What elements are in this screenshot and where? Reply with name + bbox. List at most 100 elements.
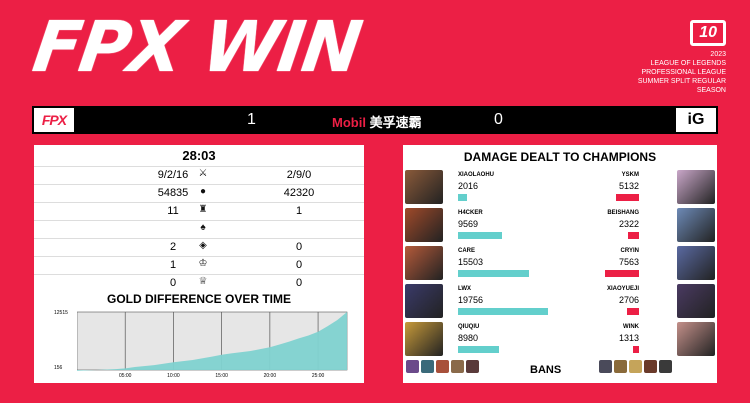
stat-row: 54835 ● 42320 (34, 184, 364, 202)
champion-portrait-right (677, 322, 715, 356)
tower-icon: ♜ (198, 204, 208, 215)
x-tick-label: 15:00 (215, 373, 228, 378)
damage-bar-right (615, 194, 639, 201)
ban-champion-left (436, 360, 449, 373)
player-name: XIAOYUEJI (606, 286, 639, 292)
champion-portrait-left (405, 246, 443, 280)
champion-portrait-left (405, 284, 443, 318)
damage-bar-left (458, 194, 468, 201)
match-stats-panel: 28:03 9/2/16 ⚔ 2/9/0 54835 ● 42320 11 ♜ 1 ♠ 2 ◈ 0 1 ♔ 0… (34, 145, 364, 383)
league-year: 2023 (710, 51, 726, 58)
ban-champion-left (466, 360, 479, 373)
fpx-logo: FPX (34, 108, 74, 132)
champion-portrait-right (677, 246, 715, 280)
damage-value: 5132 (618, 181, 639, 191)
player-name: LWX (458, 286, 471, 292)
bans-label: BANS (530, 364, 562, 376)
damage-value: 1313 (618, 333, 639, 343)
baron-icon: ♔ (198, 258, 208, 269)
league-logo: 10 (690, 20, 726, 46)
champion-portrait-right (677, 170, 715, 204)
scoreboard: FPX 1 Mobil 美孚速霸 0 iG (32, 106, 718, 134)
sword-icon: ⚔ (198, 168, 208, 179)
champion-portrait-right (677, 284, 715, 318)
damage-bar-right (628, 232, 639, 239)
ban-champion-left (406, 360, 419, 373)
damage-row: H4CKER 9569 BEISHANG 2322 (403, 208, 717, 244)
damage-bar-left (458, 232, 502, 239)
champion-portrait-right (677, 208, 715, 242)
damage-bar-left (458, 270, 529, 277)
stat-right-value: 2/9/0 (286, 169, 312, 181)
damage-value: 2706 (618, 295, 639, 305)
player-name: WINK (623, 324, 639, 330)
stat-right-value: 0 (295, 277, 303, 289)
player-name: XIAOLAOHU (458, 172, 494, 178)
stat-left-value: 2 (169, 241, 177, 253)
damage-row: CARE 15503 CRYIN 7563 (403, 246, 717, 282)
dragon-icon: ♠ (200, 222, 206, 233)
stat-right-value: 0 (295, 241, 303, 253)
ban-champion-right (614, 360, 627, 373)
league-brand: 10 2023 LEAGUE OF LEGENDS PROFESSIONAL L… (616, 20, 726, 95)
x-tick-label: 20:00 (264, 373, 277, 378)
damage-title: DAMAGE DEALT TO CHAMPIONS (463, 150, 657, 164)
y-tick-label: 156 (54, 365, 63, 371)
stat-left-value: 1 (169, 259, 177, 271)
damage-value: 7563 (618, 257, 639, 267)
sponsor-chinese: 美孚速霸 (369, 115, 422, 130)
damage-bar-right (626, 308, 639, 315)
player-name: H4CKER (458, 210, 483, 216)
player-name: YSKM (621, 172, 639, 178)
right-score: 0 (494, 111, 503, 128)
gold-diff-area (77, 312, 347, 371)
stat-row: 2 ◈ 0 (34, 238, 364, 256)
stat-row: 11 ♜ 1 (34, 202, 364, 220)
y-tick-label: 12515 (54, 310, 68, 316)
damage-value: 2016 (458, 181, 479, 191)
champion-portrait-left (405, 208, 443, 242)
stat-right-value: 0 (295, 259, 303, 271)
rift-herald-icon: ◈ (199, 240, 207, 251)
damage-value: 19756 (458, 295, 484, 305)
damage-row: LWX 19756 XIAOYUEJI 2706 (403, 284, 717, 320)
ban-champion-left (451, 360, 464, 373)
player-name: QIUQIU (458, 324, 480, 330)
league-info: 2023 LEAGUE OF LEGENDS PROFESSIONAL LEAG… (616, 50, 726, 95)
stat-left-value: 0 (169, 277, 177, 289)
damage-value: 8980 (458, 333, 479, 343)
player-name: CARE (458, 248, 476, 254)
stat-right-value: 42320 (283, 187, 315, 199)
x-tick-label: 05:00 (119, 373, 132, 378)
league-line-3: SUMMER SPLIT REGULAR SEASON (637, 78, 726, 94)
stat-left-value: 9/2/16 (157, 169, 189, 181)
damage-panel: DAMAGE DEALT TO CHAMPIONS XIAOLAOHU 2016 Y… (403, 145, 717, 383)
stat-row: ♠ (34, 220, 364, 238)
ban-champion-right (629, 360, 642, 373)
left-score: 1 (247, 111, 256, 128)
damage-bar-right (633, 346, 639, 353)
ban-champion-right (659, 360, 672, 373)
stat-row: 1 ♔ 0 (34, 256, 364, 274)
damage-value: 15503 (458, 257, 484, 267)
gold-coins-icon: ● (199, 186, 207, 197)
ban-champion-right (644, 360, 657, 373)
elder-dragon-icon: ♕ (198, 276, 208, 287)
x-tick-label: 10:00 (167, 373, 180, 378)
gold-diff-chart: 05:00 10:00 15:00 20:00 25:00 (77, 311, 348, 378)
stat-row: 0 ♕ 0 (34, 274, 364, 292)
league-line-2: PROFESSIONAL LEAGUE (641, 69, 726, 76)
ig-logo: iG (676, 108, 716, 132)
player-name: CRYIN (620, 248, 639, 254)
damage-value: 2322 (618, 219, 639, 229)
ban-champion-right (599, 360, 612, 373)
x-tick-label: 25:00 (312, 373, 325, 378)
champion-portrait-left (405, 322, 443, 356)
damage-value: 9569 (458, 219, 479, 229)
damage-row: QIUQIU 8980 WINK 1313 (403, 322, 717, 358)
league-line-1: LEAGUE OF LEGENDS (650, 60, 726, 67)
damage-bar-left (458, 346, 499, 353)
stat-right-value: 1 (295, 205, 303, 217)
damage-bar-left (458, 308, 548, 315)
gold-diff-title: GOLD DIFFERENCE OVER TIME (106, 292, 291, 306)
